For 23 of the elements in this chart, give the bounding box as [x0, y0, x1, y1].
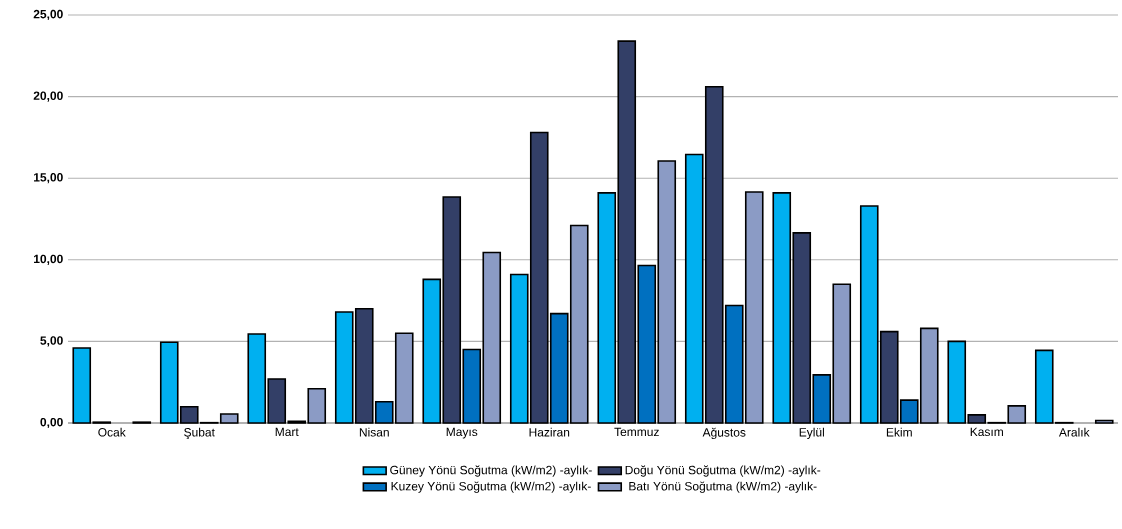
x-tick-label: Eylül	[799, 427, 824, 439]
legend-label: Güney Yönü Soğutma (kW/m2) -aylık-	[390, 465, 592, 477]
x-tick-label: Temmuz	[614, 427, 659, 437]
x-tick-label: Haziran	[529, 427, 570, 437]
y-tick-label: 15,00	[34, 173, 63, 184]
x-tick-label: Ekim	[886, 427, 912, 437]
y-tick-label: 10,00	[34, 254, 63, 265]
y-tick-label: 0,00	[40, 417, 63, 429]
x-tick-label: Aralık	[1058, 427, 1090, 437]
bar	[1094, 419, 1114, 424]
x-tick-label: Ocak	[98, 427, 126, 437]
x-tick-label: Nisan	[359, 427, 389, 437]
y-tick-label: 25,00	[33, 9, 63, 21]
x-tick-label: Mayıs	[446, 427, 478, 439]
x-tick-label: Kasım	[970, 427, 1003, 437]
x-tick-label: Ağustos	[702, 427, 746, 440]
x-tick-label: Şubat	[184, 427, 215, 439]
y-tick-label: 5,00	[40, 336, 63, 347]
x-tick-label: Mart	[275, 427, 299, 437]
legend-label: Batı Yönü Soğutma (kW/m2) -aylık-	[629, 481, 817, 493]
y-tick-label: 20,00	[33, 91, 63, 102]
legend-label: Doğu Yönü Soğutma (kW/m2) -aylık-	[625, 465, 821, 477]
legend-label: Kuzey Yönü Soğutma (kW/m2) -aylık-	[391, 481, 591, 493]
